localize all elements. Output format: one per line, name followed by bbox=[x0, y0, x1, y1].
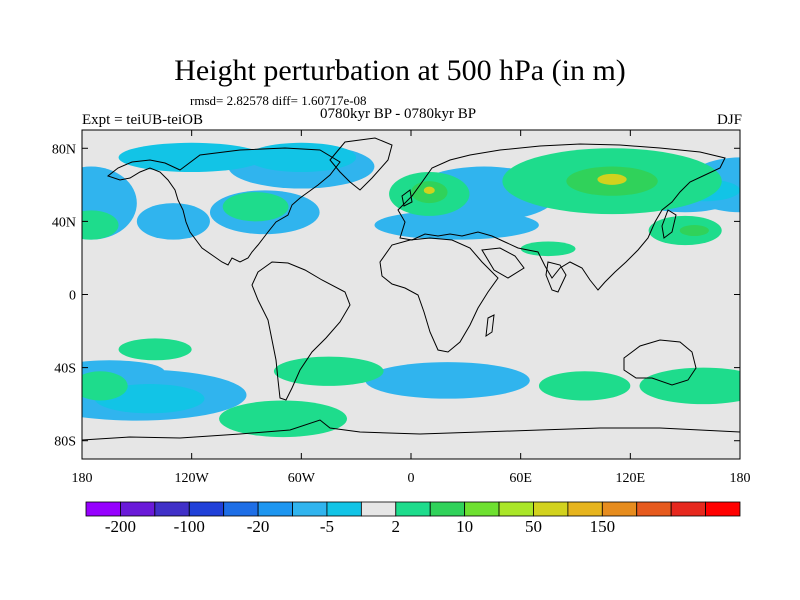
colorbar-label: 150 bbox=[589, 517, 616, 536]
coastline-australia bbox=[623, 339, 697, 386]
colorbar-label: 2 bbox=[391, 517, 401, 536]
lat-tick-label: 80S bbox=[54, 435, 76, 450]
contour-region-2 bbox=[219, 400, 348, 438]
map-title: Height perturbation at 500 hPa (in m) bbox=[174, 54, 626, 87]
contour-region--5 bbox=[374, 210, 539, 240]
contour-region-2 bbox=[639, 367, 740, 405]
contour-region-2 bbox=[222, 192, 289, 222]
colorbar-swatch bbox=[429, 501, 466, 517]
coastline-north-america bbox=[106, 147, 341, 266]
lon-tick-label: 60E bbox=[509, 471, 532, 486]
colorbar-label: -5 bbox=[319, 517, 335, 536]
lon-tick-label: 60W bbox=[288, 471, 316, 486]
colorbar-swatch bbox=[292, 501, 328, 517]
map-ticks: 80N 40N 0 40S 80S 180 120W 60W 0 60E 120E 180 bbox=[52, 130, 751, 486]
contour-region-2 bbox=[82, 371, 128, 401]
colorbar-label: -100 bbox=[173, 517, 205, 536]
colorbar-swatch bbox=[360, 501, 397, 517]
coastline-arabia bbox=[481, 247, 525, 279]
colorbar-swatch bbox=[154, 501, 190, 517]
contour-region--10 bbox=[246, 142, 357, 173]
coastline-eurasia bbox=[397, 143, 726, 291]
colorbar-swatch bbox=[567, 501, 603, 517]
coastline-greenland bbox=[329, 137, 393, 191]
colorbar-swatch bbox=[120, 501, 156, 517]
coastline-africa bbox=[379, 237, 499, 353]
rmsd-line: rmsd= 2.82578 diff= 1.60717e-08 bbox=[190, 93, 367, 108]
contour-region-2 bbox=[82, 210, 119, 240]
colorbar-label: -20 bbox=[246, 517, 270, 536]
lat-tick-label: 0 bbox=[69, 289, 76, 304]
colorbar-swatch bbox=[188, 501, 225, 517]
colorbar-swatch bbox=[85, 501, 121, 517]
coastline-madagascar bbox=[485, 314, 495, 338]
contour-region--5 bbox=[365, 362, 530, 399]
colorbar-swatch bbox=[464, 501, 500, 517]
contour-region--10 bbox=[118, 142, 265, 173]
contour-region-10 bbox=[679, 225, 709, 237]
experiment-label: Expt = teiUB-teiOB bbox=[82, 112, 203, 128]
contour-region--5 bbox=[136, 203, 210, 240]
coastline-japan bbox=[661, 209, 677, 239]
colorbar-swatch bbox=[395, 501, 431, 517]
colorbar-swatch bbox=[601, 501, 638, 517]
lat-tick-label: 40S bbox=[54, 362, 76, 377]
contour-region-2 bbox=[118, 338, 192, 361]
lon-tick-label: 120E bbox=[616, 471, 646, 486]
height-perturbation-shading bbox=[82, 142, 740, 438]
lat-tick-label: 80N bbox=[52, 142, 76, 157]
contour-region-50 bbox=[423, 186, 435, 194]
colorbar-swatch bbox=[223, 501, 259, 517]
season-label: DJF bbox=[716, 112, 742, 128]
contour-region-2 bbox=[273, 356, 384, 386]
colorbar-swatch bbox=[533, 501, 569, 517]
contour-region-2 bbox=[520, 241, 576, 257]
lon-tick-label: 120W bbox=[175, 471, 210, 486]
period-label: 0780kyr BP - 0780kyr BP bbox=[320, 106, 477, 122]
coastlines bbox=[82, 137, 740, 441]
lon-tick-label: 180 bbox=[730, 471, 751, 486]
lon-tick-label: 0 bbox=[408, 471, 415, 486]
colorbar-label: 50 bbox=[524, 517, 542, 536]
colorbar-label: -200 bbox=[104, 517, 136, 536]
colorbar-swatch bbox=[498, 501, 534, 517]
coastline-south-america bbox=[251, 261, 351, 401]
colorbar-swatch bbox=[257, 501, 293, 517]
lat-tick-label: 40N bbox=[52, 215, 76, 230]
coastline-india bbox=[545, 261, 567, 293]
colorbar-label: 10 bbox=[456, 517, 474, 536]
contour-region-50 bbox=[597, 173, 627, 185]
contour-region-2 bbox=[538, 371, 631, 401]
colorbar bbox=[85, 501, 741, 517]
colorbar-swatch bbox=[705, 501, 741, 517]
colorbar-swatch bbox=[636, 501, 672, 517]
colorbar-swatch bbox=[326, 501, 362, 517]
colorbar-swatch bbox=[670, 501, 706, 517]
coastline-antarctica bbox=[82, 419, 740, 441]
coastline-britain bbox=[401, 189, 413, 207]
lon-tick-label: 180 bbox=[72, 471, 93, 486]
